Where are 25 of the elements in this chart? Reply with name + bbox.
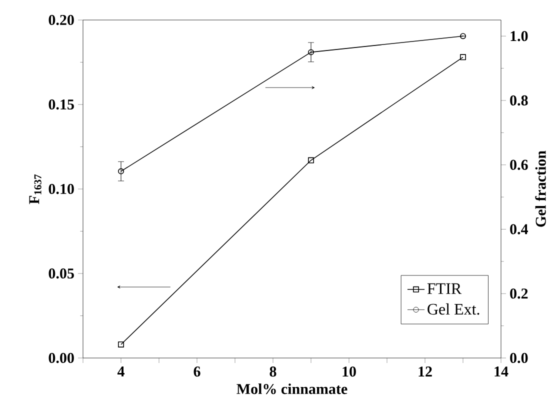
y2-tick-label: 1.0 (510, 31, 528, 42)
x-tick-label: 10 (342, 366, 356, 377)
y2-tick-label: 0.0 (510, 352, 528, 364)
y2-axis-title: Gel fraction (535, 150, 546, 227)
y-tick-label: 0.00 (48, 352, 74, 364)
x-axis-title: Mol% cinnamate (236, 384, 348, 394)
x-tick-label: 4 (117, 366, 124, 376)
y-tick-label: 0.05 (48, 268, 74, 279)
x-tick-label: 12 (418, 366, 432, 376)
y-tick-label: 0.15 (48, 99, 74, 110)
y-axis-title: F$_{1637}$ (29, 174, 42, 204)
x-tick-label: 8 (270, 366, 276, 377)
y2-tick-label: 0.4 (510, 224, 528, 234)
y2-tick-label: 0.6 (510, 160, 528, 170)
y2-tick-label: 0.8 (510, 95, 528, 106)
point (308, 157, 314, 164)
legend-label: Gel Ext. (428, 303, 480, 315)
x-tick-label: 14 (494, 366, 508, 376)
legend-label: FTIR (427, 283, 462, 294)
y-tick-label: 0.20 (48, 14, 74, 26)
y2-tick-label: 0.2 (510, 288, 528, 299)
x-tick-label: 6 (194, 366, 200, 377)
point (118, 341, 124, 348)
y-tick-label: 0.10 (48, 184, 74, 194)
point (460, 54, 466, 60)
